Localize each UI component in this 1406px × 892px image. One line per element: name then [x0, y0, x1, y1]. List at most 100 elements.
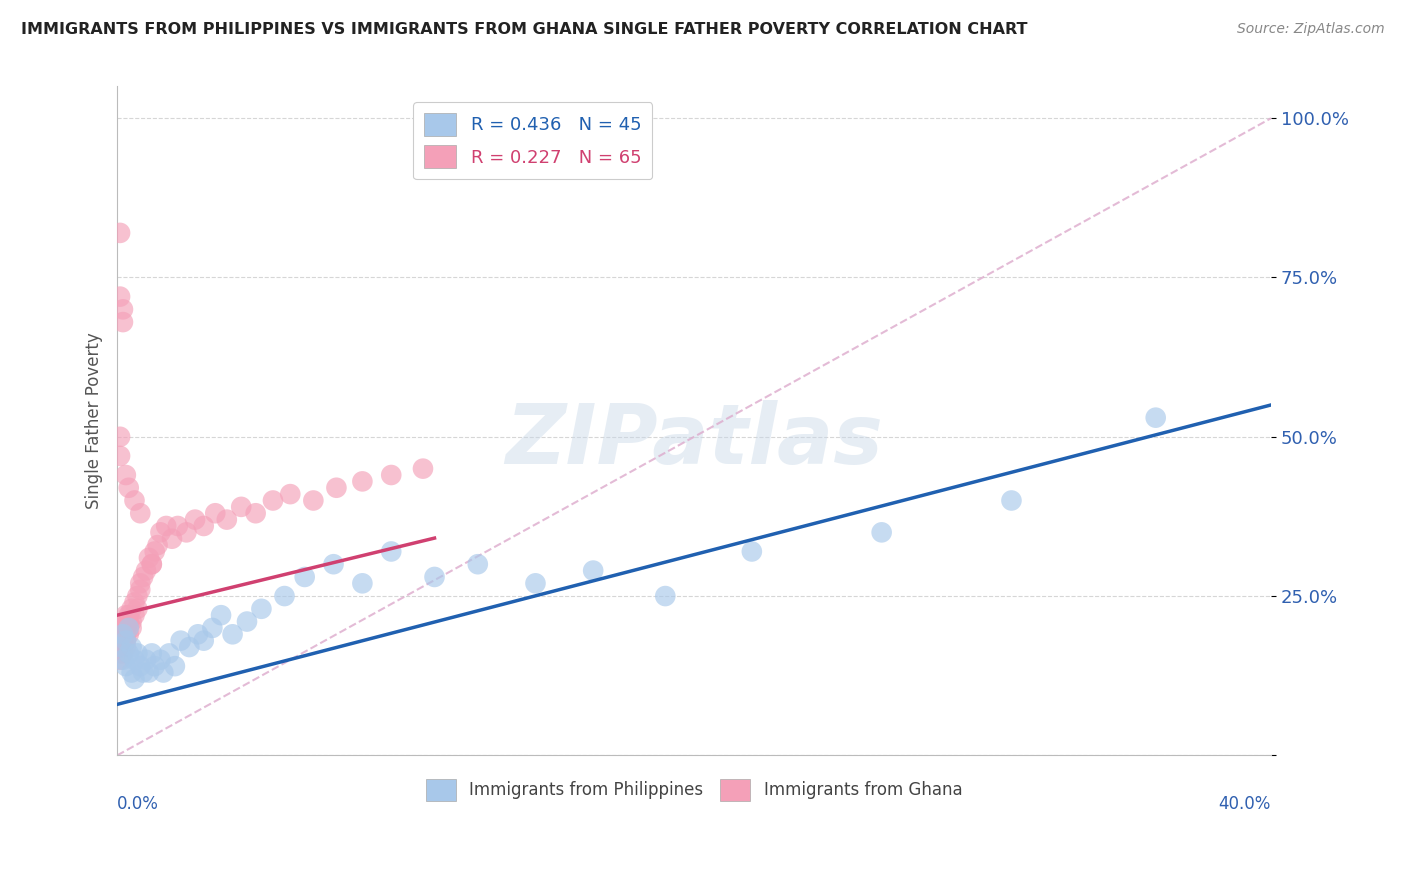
Point	[118, 621, 141, 635]
Point	[124, 595, 146, 609]
Point	[262, 493, 284, 508]
Point	[204, 506, 226, 520]
Point	[146, 538, 169, 552]
Point	[111, 633, 134, 648]
Point	[124, 653, 146, 667]
Point	[118, 627, 141, 641]
Point	[155, 519, 177, 533]
Point	[115, 627, 138, 641]
Point	[108, 226, 131, 240]
Point	[322, 558, 344, 572]
Point	[127, 647, 149, 661]
Point	[352, 576, 374, 591]
Point	[582, 564, 605, 578]
Point	[236, 615, 259, 629]
Point	[118, 481, 141, 495]
Point	[352, 475, 374, 489]
Point	[215, 513, 238, 527]
Point	[121, 665, 143, 680]
Point	[108, 290, 131, 304]
Point	[127, 589, 149, 603]
Point	[111, 647, 134, 661]
Point	[160, 532, 183, 546]
Point	[111, 653, 134, 667]
Point	[111, 315, 134, 329]
Point	[115, 621, 138, 635]
Point	[141, 647, 163, 661]
Point	[108, 647, 131, 661]
Point	[302, 493, 325, 508]
Point	[108, 633, 131, 648]
Point	[325, 481, 347, 495]
Point	[115, 659, 138, 673]
Point	[129, 576, 152, 591]
Point	[111, 621, 134, 635]
Point	[115, 640, 138, 654]
Text: 40.0%: 40.0%	[1219, 796, 1271, 814]
Point	[143, 659, 166, 673]
Point	[152, 665, 174, 680]
Point	[121, 640, 143, 654]
Point	[135, 564, 157, 578]
Point	[115, 633, 138, 648]
Point	[193, 633, 215, 648]
Point	[149, 525, 172, 540]
Point	[1144, 410, 1167, 425]
Point	[169, 633, 191, 648]
Point	[115, 608, 138, 623]
Point	[166, 519, 188, 533]
Point	[380, 544, 402, 558]
Point	[149, 653, 172, 667]
Point	[141, 558, 163, 572]
Point	[467, 558, 489, 572]
Text: IMMIGRANTS FROM PHILIPPINES VS IMMIGRANTS FROM GHANA SINGLE FATHER POVERTY CORRE: IMMIGRANTS FROM PHILIPPINES VS IMMIGRANT…	[21, 22, 1028, 37]
Text: Source: ZipAtlas.com: Source: ZipAtlas.com	[1237, 22, 1385, 37]
Point	[654, 589, 676, 603]
Point	[278, 487, 301, 501]
Point	[380, 468, 402, 483]
Point	[250, 602, 273, 616]
Point	[135, 653, 157, 667]
Point	[111, 302, 134, 317]
Point	[108, 449, 131, 463]
Point	[157, 647, 180, 661]
Point	[111, 627, 134, 641]
Text: 0.0%: 0.0%	[117, 796, 159, 814]
Point	[176, 525, 198, 540]
Point	[138, 550, 160, 565]
Point	[121, 615, 143, 629]
Point	[108, 653, 131, 667]
Point	[193, 519, 215, 533]
Point	[118, 647, 141, 661]
Point	[108, 640, 131, 654]
Point	[179, 640, 201, 654]
Point	[412, 461, 434, 475]
Point	[111, 627, 134, 641]
Point	[132, 665, 155, 680]
Point	[108, 621, 131, 635]
Point	[132, 570, 155, 584]
Point	[221, 627, 243, 641]
Point	[129, 582, 152, 597]
Point	[118, 621, 141, 635]
Point	[108, 640, 131, 654]
Point	[121, 602, 143, 616]
Point	[209, 608, 232, 623]
Point	[423, 570, 446, 584]
Point	[129, 506, 152, 520]
Point	[245, 506, 267, 520]
Point	[127, 602, 149, 616]
Point	[201, 621, 224, 635]
Text: ZIPatlas: ZIPatlas	[505, 401, 883, 482]
Point	[184, 513, 207, 527]
Legend: Immigrants from Philippines, Immigrants from Ghana: Immigrants from Philippines, Immigrants …	[419, 772, 969, 807]
Point	[124, 608, 146, 623]
Point	[741, 544, 763, 558]
Point	[163, 659, 186, 673]
Point	[118, 615, 141, 629]
Point	[141, 558, 163, 572]
Point	[129, 659, 152, 673]
Point	[524, 576, 547, 591]
Point	[1000, 493, 1022, 508]
Point	[115, 633, 138, 648]
